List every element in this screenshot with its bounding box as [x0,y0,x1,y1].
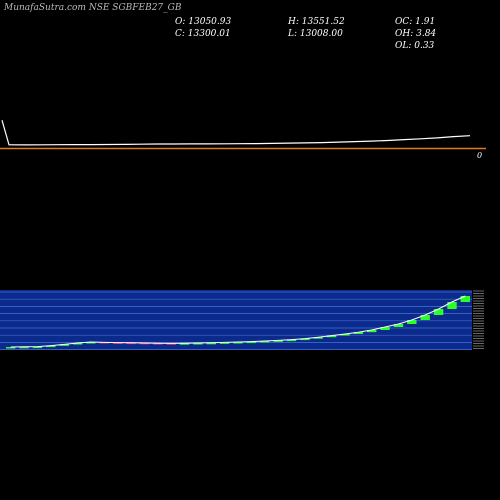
up-candle [433,309,444,315]
chart-title: MunafaSutra.com NSE SGBFEB27_GB [4,3,182,13]
up-candle [286,339,297,342]
down-candle [126,342,136,345]
up-candle [260,341,270,343]
high-value: H: 13551.52 [288,17,345,27]
up-candle [19,346,29,349]
up-candle [313,337,323,339]
oh-value: OH: 3.84 [395,29,437,39]
up-candle [46,345,56,348]
up-candle [447,302,457,309]
up-candle [193,343,203,345]
up-candle [407,320,417,324]
up-candle [460,296,470,302]
band-panel [0,290,472,350]
up-candle [273,340,283,342]
oc-value: OC: 1.91 [395,17,436,27]
up-candle [179,343,190,345]
down-candle [153,343,163,345]
up-candle [6,347,16,349]
up-candle [380,327,390,330]
up-candle [340,334,350,336]
price-line [1,120,471,146]
up-candle [72,343,83,345]
up-candle [353,332,364,334]
low-value: L: 13008.00 [288,29,343,39]
up-candle [233,342,243,344]
close-line [10,295,466,348]
up-candle [86,342,96,344]
down-candle [113,342,123,344]
up-candle [219,342,230,344]
down-candle [166,343,176,345]
up-candle [326,335,337,338]
close-value: C: 13300.01 [175,29,231,39]
up-candle [367,330,377,333]
ol-value: OL: 0.33 [395,41,435,51]
up-candle [246,341,257,344]
volume-axis-label: 0 [477,151,483,160]
up-candle [59,344,69,346]
up-candle [32,346,43,349]
up-candle [300,338,310,341]
up-candle [420,315,430,320]
up-candle [206,342,216,345]
up-candle [393,324,404,327]
open-value: O: 13050.93 [175,17,232,27]
down-candle [139,342,150,345]
